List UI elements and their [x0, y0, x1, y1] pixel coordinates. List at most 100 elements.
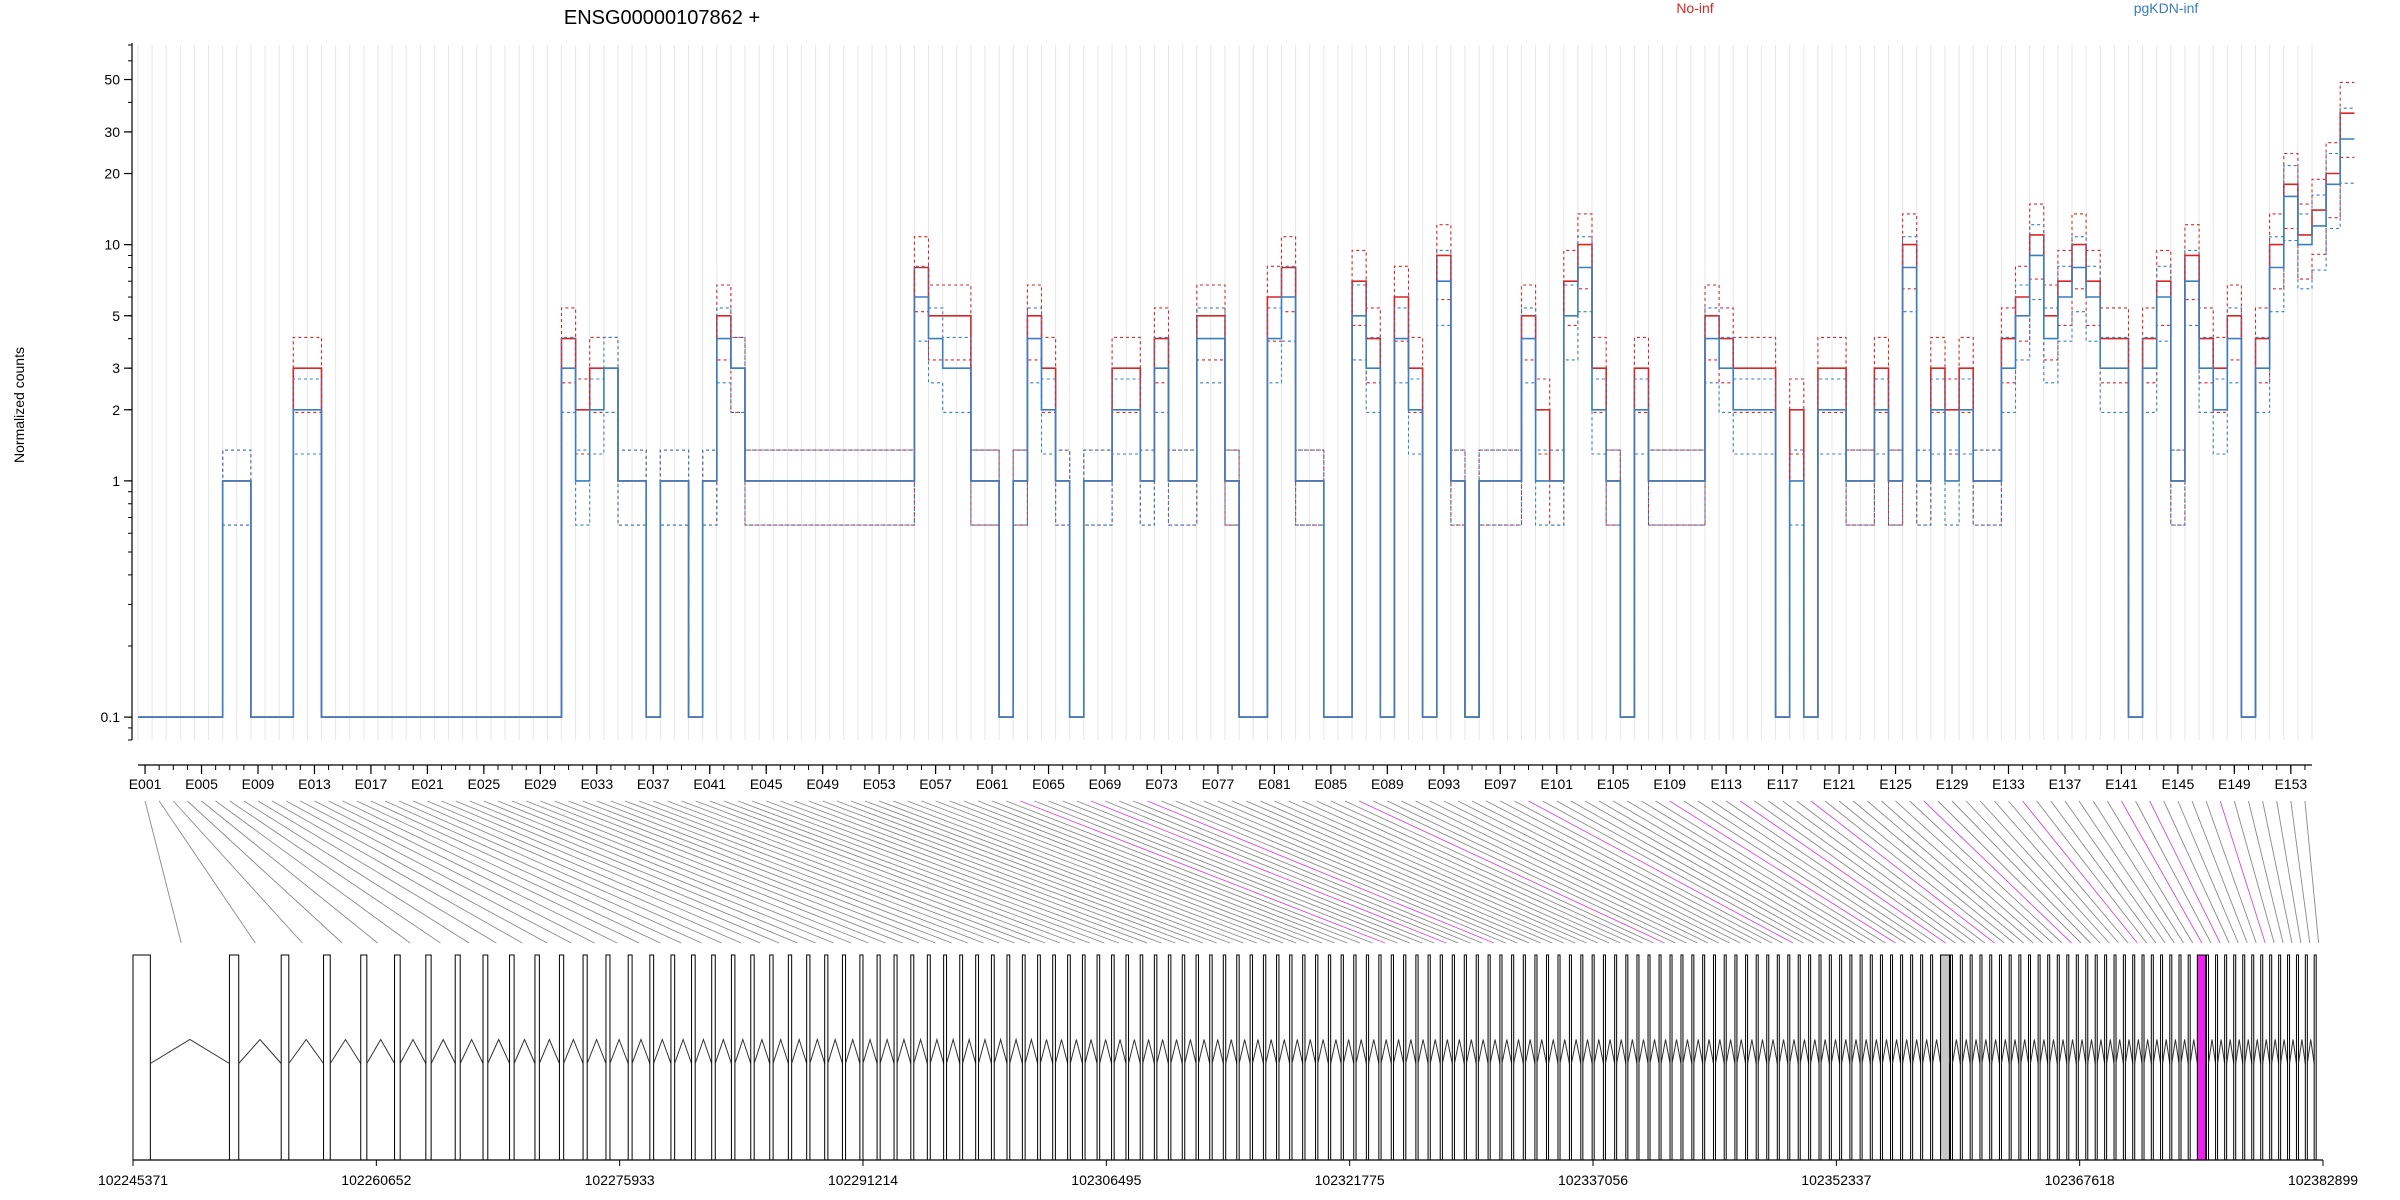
- exon-block: [893, 954, 898, 1161]
- exon-block: [2260, 954, 2264, 1161]
- exon-block: [1680, 954, 1684, 1161]
- exon-block: [1702, 954, 1706, 1161]
- exon-tick-label: E029: [524, 776, 557, 792]
- exon-block: [1021, 954, 1026, 1161]
- exon-block: [1315, 954, 1319, 1161]
- exon-connector: [991, 800, 1361, 944]
- exon-connector: [1231, 800, 1564, 944]
- intron-line: [1932, 1039, 1942, 1064]
- intron-line: [1501, 1039, 1513, 1064]
- intron-line: [1830, 1039, 1841, 1064]
- legend-no-inf: No-inf: [1676, 0, 1713, 16]
- intron-line: [1747, 1039, 1757, 1064]
- intron-line: [238, 1038, 282, 1064]
- series-lower-band-no-inf: [138, 156, 2355, 718]
- exon-connector: [2304, 800, 2320, 944]
- exon-block: [1262, 954, 1267, 1161]
- intron-line: [1736, 1039, 1747, 1064]
- intron-line: [753, 1037, 771, 1064]
- intron-line: [1593, 1039, 1604, 1064]
- exon-block: [2278, 954, 2282, 1161]
- exon-block: [1249, 954, 1254, 1161]
- exon-block: [1766, 954, 1770, 1161]
- intron-line: [913, 1037, 928, 1064]
- exon-connector: [1881, 800, 2044, 944]
- exon-connector: [1584, 800, 1835, 944]
- exon-block: [2224, 954, 2228, 1161]
- intron-line: [2077, 1039, 2087, 1064]
- exon-connector: [1923, 800, 2072, 944]
- intron-line: [1024, 1037, 1039, 1064]
- exon-connector: [257, 800, 497, 944]
- exon-connector: [342, 800, 640, 944]
- intron-line: [1536, 1039, 1547, 1064]
- intron-line: [2030, 1039, 2039, 1064]
- exon-connector: [286, 800, 548, 944]
- intron-line: [1225, 1039, 1238, 1064]
- exon-block: [1037, 954, 1041, 1161]
- exon-block: [509, 954, 515, 1161]
- exon-block: [1439, 954, 1443, 1161]
- exon-tick-label: E097: [1484, 776, 1517, 792]
- exon-connector: [2191, 800, 2248, 944]
- exon-connector: [1471, 800, 1752, 944]
- exon-tick-label: E025: [468, 776, 501, 792]
- exon-connector: [596, 800, 968, 944]
- intron-line: [1099, 1039, 1113, 1064]
- exon-connector: [1358, 800, 1665, 944]
- exon-connector: [1627, 800, 1866, 944]
- y-tick-label: 50: [104, 72, 120, 88]
- intron-line: [1851, 1039, 1861, 1064]
- series-line-pgkdn-inf: [138, 138, 2355, 718]
- exon-connector: [1528, 800, 1794, 944]
- exon-block: [1390, 954, 1394, 1161]
- exon-tick-label: E001: [129, 776, 162, 792]
- exon-block: [1153, 954, 1158, 1161]
- series-upper-band-no-inf: [138, 81, 2355, 718]
- intron-line: [1084, 1039, 1098, 1064]
- exon-connector: [723, 800, 1105, 944]
- exon-connector: [1697, 800, 1916, 944]
- intron-line: [1142, 1039, 1155, 1064]
- exon-block: [1475, 954, 1479, 1161]
- exon-connector: [638, 800, 1015, 944]
- exon-block: [2196, 954, 2207, 1161]
- intron-line: [513, 1038, 536, 1064]
- exon-block: [975, 954, 980, 1161]
- intron-line: [2049, 1039, 2058, 1064]
- intron-line: [1368, 1039, 1380, 1064]
- exon-block: [1451, 954, 1455, 1161]
- exon-connector: [1189, 800, 1530, 944]
- intron-line: [487, 1038, 510, 1064]
- intron-line: [1317, 1039, 1329, 1064]
- intron-line: [2020, 1039, 2029, 1064]
- exon-tick-label: E017: [355, 776, 388, 792]
- intron-line: [2280, 1039, 2289, 1064]
- intron-line: [1453, 1039, 1465, 1064]
- intron-line: [150, 1038, 230, 1064]
- intron-line: [809, 1037, 826, 1064]
- intron-line: [1238, 1039, 1251, 1064]
- exon-block: [1125, 954, 1130, 1161]
- intron-line: [1627, 1039, 1638, 1064]
- series-line-no-inf: [138, 112, 2355, 718]
- genomic-coordinate-axis: 102245371 102260652 102275933 102291214 1023…: [98, 1159, 2358, 1188]
- exon-connector: [1500, 800, 1773, 944]
- intron-line: [2271, 1039, 2280, 1064]
- intron-line: [1304, 1039, 1317, 1064]
- exon-tick-label: E077: [1202, 776, 1235, 792]
- exon-tick-label: E009: [242, 776, 275, 792]
- exon-connector: [766, 800, 1148, 944]
- exon-connector: [949, 800, 1323, 944]
- exon-connector: [413, 800, 742, 944]
- exon-block: [1081, 954, 1086, 1161]
- exon-block: [959, 954, 964, 1161]
- exon-connector: [1838, 800, 2015, 944]
- exon-tick-label: E109: [1653, 776, 1686, 792]
- exon-connector: [1443, 800, 1730, 944]
- exon-block: [1658, 954, 1662, 1161]
- exon-connector: [441, 800, 780, 944]
- exon-block: [1568, 954, 1572, 1161]
- intron-line: [1441, 1039, 1453, 1064]
- intron-line: [1211, 1039, 1224, 1064]
